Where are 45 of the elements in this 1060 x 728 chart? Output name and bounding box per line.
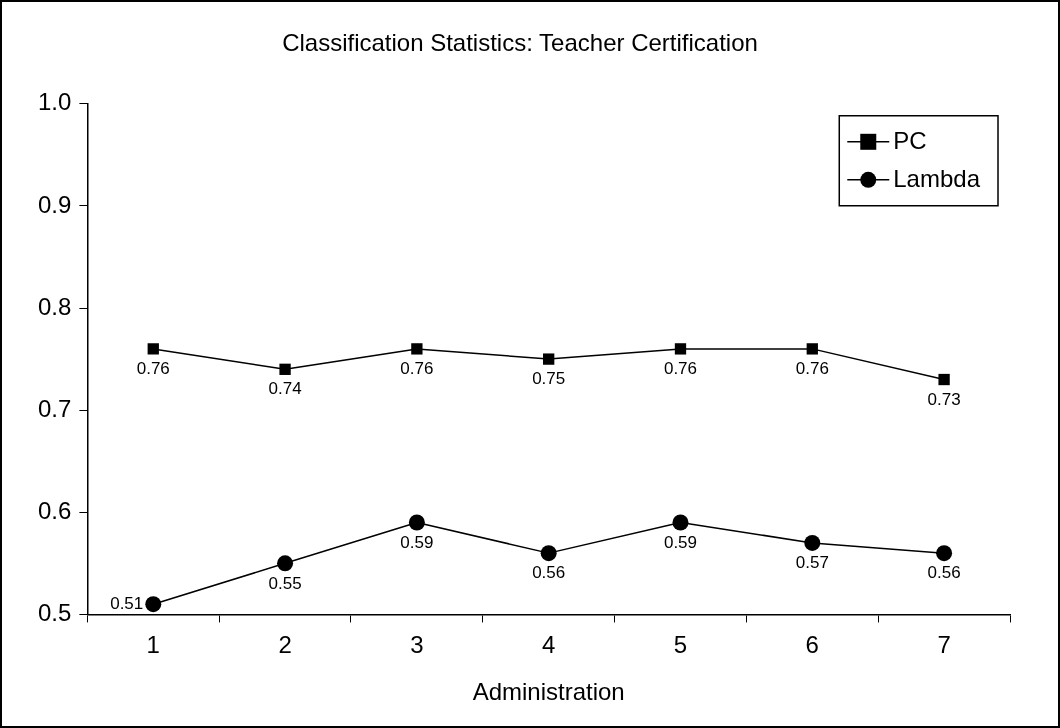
x-tick-label: 6 bbox=[805, 631, 819, 659]
data-label: 0.75 bbox=[532, 369, 566, 389]
x-tick-label: 2 bbox=[278, 631, 292, 659]
x-tick-label: 7 bbox=[937, 631, 951, 659]
point bbox=[279, 363, 291, 375]
legend-label: Lambda bbox=[893, 165, 981, 193]
point bbox=[804, 534, 821, 551]
y-tick-label: 0.9 bbox=[37, 190, 72, 218]
point bbox=[277, 555, 294, 572]
point bbox=[674, 343, 687, 355]
y-tick-label: 0.6 bbox=[37, 496, 72, 524]
data-label: 0.55 bbox=[268, 573, 302, 593]
y-tick-label: 0.8 bbox=[37, 292, 72, 320]
point bbox=[408, 514, 425, 531]
data-label: 0.51 bbox=[110, 593, 144, 613]
legend-label: PC bbox=[893, 127, 927, 155]
x-axis-title: Administration bbox=[472, 678, 625, 706]
point bbox=[936, 545, 953, 562]
data-label: 0.56 bbox=[927, 563, 961, 583]
data-label: 0.76 bbox=[663, 359, 698, 379]
point bbox=[672, 514, 689, 531]
point bbox=[147, 343, 159, 355]
point bbox=[806, 343, 818, 355]
point bbox=[145, 596, 162, 613]
y-tick-label: 0.5 bbox=[37, 599, 72, 627]
x-tick-label: 3 bbox=[410, 631, 424, 659]
data-label: 0.56 bbox=[532, 563, 566, 583]
data-label: 0.76 bbox=[795, 359, 829, 379]
y-tick-label: 0.7 bbox=[37, 394, 72, 422]
data-label: 0.57 bbox=[795, 553, 829, 573]
y-tick-label: 1.0 bbox=[37, 88, 72, 116]
point bbox=[543, 353, 555, 365]
x-tick-label: 4 bbox=[542, 631, 556, 659]
data-label: 0.73 bbox=[927, 389, 961, 409]
data-label: 0.74 bbox=[268, 379, 302, 399]
point bbox=[411, 343, 423, 355]
data-label: 0.59 bbox=[663, 532, 698, 552]
x-tick-label: 1 bbox=[146, 631, 160, 659]
data-label: 0.76 bbox=[400, 359, 434, 379]
point bbox=[938, 373, 950, 386]
data-label: 0.76 bbox=[136, 359, 170, 379]
chart-title: Classification Statistics: Teacher Certification bbox=[282, 29, 758, 57]
data-label: 0.59 bbox=[400, 532, 434, 552]
x-tick-label: 5 bbox=[673, 631, 688, 659]
point bbox=[540, 545, 557, 562]
